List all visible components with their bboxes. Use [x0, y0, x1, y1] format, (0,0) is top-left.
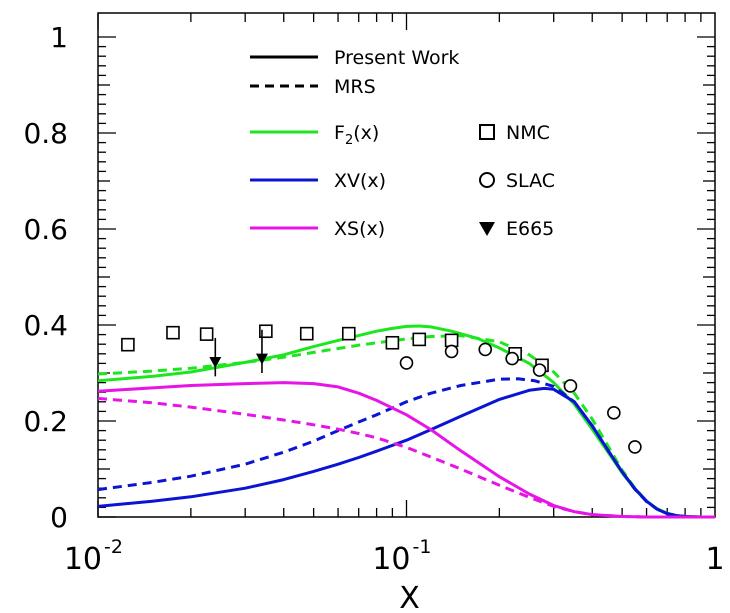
- curves: [97, 324, 715, 519]
- nmc-point: [166, 325, 180, 340]
- legend-label: MRS: [334, 76, 376, 98]
- legend-label: XV(x): [334, 170, 386, 192]
- x-tick-label-exponent: -1: [413, 536, 432, 558]
- legend-label: XS(x): [334, 218, 385, 240]
- curve-xs-x-: [97, 381, 715, 519]
- y-tick-label: 0.8: [23, 117, 68, 150]
- x-tick-label-exponent: -2: [104, 536, 123, 558]
- legend-label: E665: [506, 218, 554, 240]
- slac-point: [444, 344, 459, 359]
- slac-point: [505, 351, 519, 366]
- legend-square-marker: [479, 124, 495, 140]
- y-tick-label: 0: [50, 501, 68, 534]
- slac-point: [563, 379, 578, 393]
- nmc-point: [121, 337, 135, 352]
- y-tick-label: 1: [50, 21, 68, 54]
- nmc-point: [259, 324, 273, 339]
- curve-f2-x-: [97, 324, 715, 519]
- slac-point: [607, 406, 621, 420]
- nmc-point: [199, 327, 214, 341]
- y-tick-label: 0.2: [23, 405, 68, 438]
- legend-label: Present Work: [334, 47, 459, 69]
- nmc-point: [444, 333, 459, 348]
- x-tick-label: 10: [372, 542, 410, 577]
- legend: Present Work MRS F2(x) XV(x) XS(x) NMC SLAC E66…: [250, 47, 555, 240]
- nmc-point: [299, 326, 314, 341]
- e665-point: [255, 353, 268, 365]
- x-axis-label: X: [399, 581, 420, 613]
- x-tick-label: 10: [64, 542, 102, 577]
- legend-circle-marker: [479, 172, 495, 188]
- slac-point: [532, 363, 547, 377]
- y-tick-label: 0.4: [23, 309, 68, 342]
- nmc-point: [385, 335, 400, 350]
- slac-point: [628, 440, 642, 454]
- nmc-point: [412, 332, 427, 347]
- legend-label: NMC: [506, 122, 550, 144]
- curve-xv-x-: [97, 386, 715, 519]
- nmc-point: [341, 326, 356, 341]
- e665-point: [209, 356, 222, 368]
- slac-point: [478, 342, 493, 357]
- slac-point: [399, 356, 414, 370]
- legend-triangle-marker: [479, 222, 495, 236]
- legend-label: SLAC: [506, 170, 555, 192]
- x-tick-label: 1: [705, 542, 724, 577]
- curve-xs-x-mrs: [97, 396, 715, 519]
- legend-label: F2(x): [334, 122, 379, 148]
- y-tick-label: 0.6: [23, 213, 68, 246]
- data-points: [121, 324, 642, 454]
